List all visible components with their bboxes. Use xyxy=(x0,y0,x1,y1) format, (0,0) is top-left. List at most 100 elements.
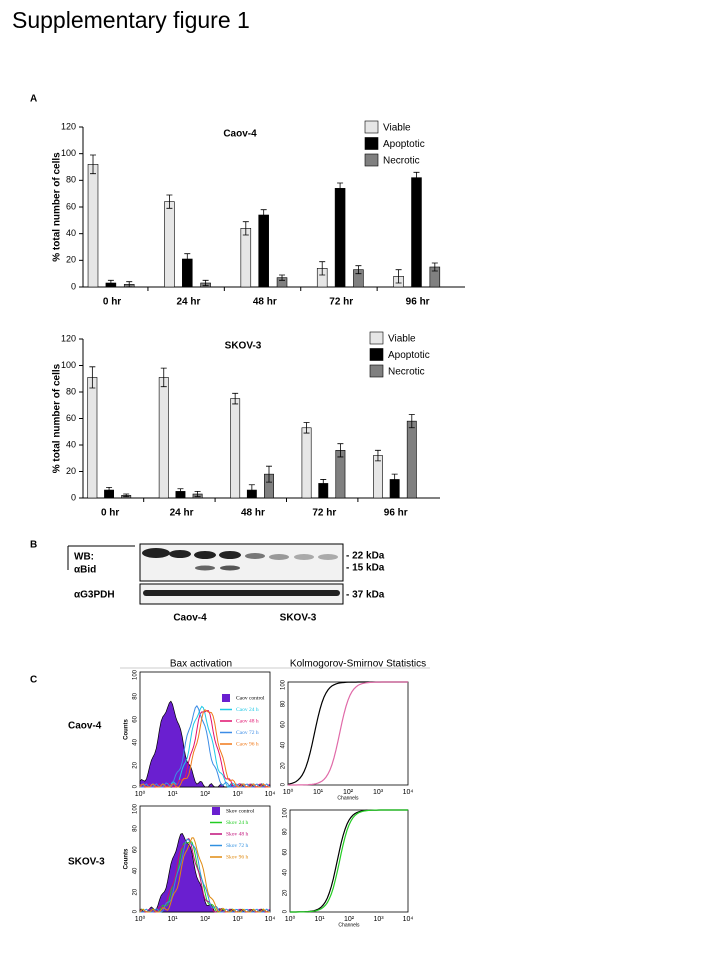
histogram xyxy=(139,709,270,788)
bar xyxy=(87,164,99,288)
error-bar xyxy=(408,414,415,429)
marker-label: - 37 kDa xyxy=(346,590,385,601)
bar xyxy=(87,377,98,499)
x-tick-label: 0 hr xyxy=(101,508,119,519)
y-tick-label: 40 xyxy=(66,228,76,238)
error-bar xyxy=(242,221,249,236)
y-tick-label: 60 xyxy=(66,413,76,423)
y-tick-label: 120 xyxy=(61,333,76,343)
y-tick-label: 100 xyxy=(283,807,289,818)
wb-label: WB: xyxy=(74,552,94,563)
error-bar xyxy=(413,171,420,184)
column-header: Bax activation xyxy=(170,659,232,670)
error-bar xyxy=(106,487,113,494)
legend-label: Caov 24 h xyxy=(236,707,259,713)
y-axis-label: Counts xyxy=(124,848,130,869)
legend-label: Necrotic xyxy=(388,367,425,378)
error-bar xyxy=(395,269,402,284)
y-tick-label: 40 xyxy=(66,439,76,449)
y-tick-label: 100 xyxy=(133,803,139,814)
bar xyxy=(373,455,383,499)
y-tick-label: 0 xyxy=(71,492,76,502)
line-label: Caov-4 xyxy=(173,613,207,624)
x-tick-label: 48 hr xyxy=(241,508,265,519)
chart-title: SKOV-3 xyxy=(225,341,262,352)
x-tick-label: 10¹ xyxy=(313,789,324,796)
legend-swatch xyxy=(369,348,384,361)
bar xyxy=(335,449,346,499)
legend-label: Caov 72 h xyxy=(236,730,259,736)
ks-curve xyxy=(287,681,408,785)
y-tick-label: 20 xyxy=(133,888,139,895)
x-tick-label: 10⁰ xyxy=(285,915,296,923)
error-bar xyxy=(194,490,201,498)
x-tick-label: 10⁰ xyxy=(283,788,294,796)
x-tick-label: 96 hr xyxy=(406,297,430,308)
y-tick-label: 20 xyxy=(66,466,76,476)
x-tick-label: 0 hr xyxy=(103,297,121,308)
x-tick-label: 10² xyxy=(200,916,211,923)
legend-label: Necrotic xyxy=(383,156,420,167)
y-tick-label: 40 xyxy=(283,869,289,876)
bar xyxy=(158,377,169,499)
legend-label: Skov 96 h xyxy=(226,854,249,860)
panel-label: B xyxy=(30,540,37,551)
y-axis-label: % total number of cells xyxy=(52,363,63,473)
y-tick-label: 100 xyxy=(61,360,76,370)
y-tick-label: 80 xyxy=(283,828,289,835)
error-bar xyxy=(123,493,130,498)
x-tick-label: 10¹ xyxy=(167,791,178,798)
marker-label: - 15 kDa xyxy=(346,563,385,574)
bands xyxy=(142,548,340,596)
error-bar xyxy=(265,465,272,483)
row-label: Caov-4 xyxy=(68,721,102,732)
error-bar xyxy=(431,262,438,272)
western-blot xyxy=(67,543,344,605)
error-bar xyxy=(202,279,209,287)
error-bar xyxy=(260,209,267,221)
legend-label: Skov control xyxy=(226,808,255,814)
figure-title: Supplementary figure 1 xyxy=(12,7,250,33)
antibody-label: αG3PDH xyxy=(74,590,115,601)
legend-label: Caov 96 h xyxy=(236,741,259,747)
error-bar xyxy=(232,392,239,405)
y-tick-label: 0 xyxy=(133,784,139,788)
y-tick-label: 60 xyxy=(66,201,76,211)
y-tick-label: 60 xyxy=(281,721,287,728)
y-tick-label: 60 xyxy=(133,715,139,722)
error-bar xyxy=(337,182,344,195)
error-bar xyxy=(177,488,184,495)
column-header: Kolmogorov-Smirnov Statistics xyxy=(290,659,426,670)
row-label: SKOV-3 xyxy=(68,857,105,868)
x-tick-label: 10⁰ xyxy=(135,915,146,923)
error-bar xyxy=(374,449,381,462)
error-bar xyxy=(391,473,398,486)
y-tick-label: 20 xyxy=(281,762,287,769)
error-bar xyxy=(184,253,191,265)
legend-label: Caov control xyxy=(236,695,265,701)
y-tick-label: 80 xyxy=(281,700,287,707)
legend-label: Apoptotic xyxy=(388,350,430,361)
plot-frame xyxy=(287,681,409,786)
x-tick-label: 10² xyxy=(200,791,211,798)
x-tick-label: 10⁴ xyxy=(403,789,414,796)
legend-label: Skov 48 h xyxy=(226,831,249,837)
x-tick-label: 10³ xyxy=(232,791,243,798)
legend-swatch xyxy=(222,694,230,702)
error-bar xyxy=(166,194,173,209)
error-bar xyxy=(126,281,133,288)
x-axis-label: Channels xyxy=(338,922,360,928)
y-tick-label: 80 xyxy=(66,386,76,396)
legend-label: Viable xyxy=(388,334,416,345)
x-tick-label: 72 hr xyxy=(312,508,336,519)
legend-label: Caov 48 h xyxy=(236,718,259,724)
y-tick-label: 100 xyxy=(61,148,76,158)
y-tick-label: 20 xyxy=(133,761,139,768)
x-tick-label: 10² xyxy=(343,789,354,796)
ks-curve xyxy=(290,809,408,913)
legend-swatch xyxy=(364,153,379,167)
error-bar xyxy=(89,366,96,389)
error-bar xyxy=(160,367,167,388)
legend-swatch xyxy=(212,807,220,815)
y-tick-label: 80 xyxy=(133,825,139,832)
